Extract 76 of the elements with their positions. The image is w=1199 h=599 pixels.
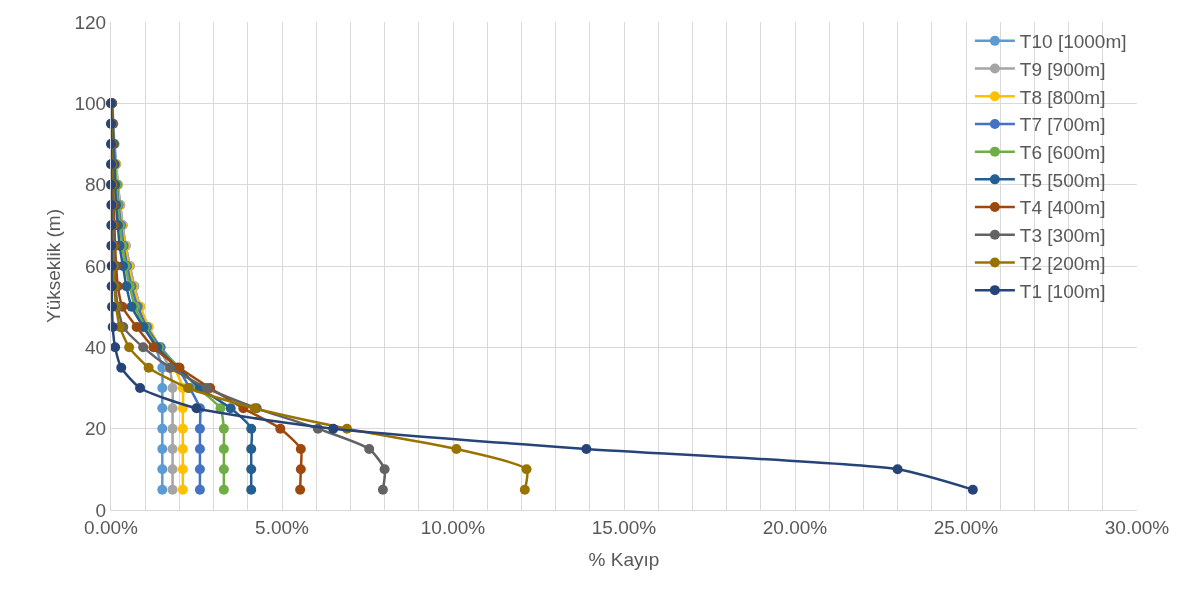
point (379, 464, 390, 475)
x-tick-label: 15.00% (591, 516, 657, 538)
point (246, 464, 257, 475)
point (519, 484, 530, 495)
point (116, 362, 127, 373)
point (364, 444, 375, 454)
point (167, 423, 178, 434)
y-tick-label: 80 (85, 174, 107, 196)
point (167, 484, 178, 495)
legend-label: T5 [500m] (1019, 169, 1106, 191)
point (194, 423, 205, 434)
point (218, 464, 229, 475)
point (177, 484, 188, 495)
y-axis-title: Yükseklik (m) (43, 208, 65, 324)
legend-label: T1 [100m] (1019, 280, 1106, 302)
point (177, 423, 188, 434)
point (295, 464, 306, 475)
point (124, 342, 135, 353)
point (194, 464, 205, 475)
point (295, 484, 306, 495)
point (135, 383, 146, 393)
x-tick-label: 30.00% (1104, 516, 1170, 538)
point (218, 444, 229, 454)
point (157, 403, 168, 414)
point (143, 362, 154, 373)
point (157, 484, 168, 495)
point (892, 464, 903, 475)
point (218, 423, 229, 434)
point (201, 383, 212, 393)
y-tick-label: 100 (74, 92, 107, 114)
legend-label: T8 [800m] (1019, 86, 1106, 108)
point (131, 322, 142, 332)
point (451, 444, 462, 454)
y-tick-label: 60 (85, 255, 107, 277)
x-tick-label: 20.00% (762, 516, 828, 538)
point (177, 444, 188, 454)
point (157, 423, 168, 434)
y-tick-label: 40 (85, 336, 107, 358)
legend-label: T4 [400m] (1019, 197, 1106, 219)
y-tick-label: 120 (74, 11, 107, 33)
point (581, 444, 592, 454)
point (246, 484, 257, 495)
legend-label: T7 [700m] (1019, 114, 1106, 136)
legend-label: T10 [1000m] (1019, 31, 1127, 53)
legend-label: T9 [900m] (1019, 58, 1106, 80)
point (194, 444, 205, 454)
legend-label: T3 [300m] (1019, 225, 1106, 247)
point (167, 383, 178, 393)
point (225, 403, 236, 414)
x-tick-label: 5.00% (255, 516, 310, 538)
x-tick-label: 10.00% (420, 516, 486, 538)
point (275, 423, 286, 434)
x-tick-label: 25.00% (933, 516, 999, 538)
point (157, 444, 168, 454)
point (167, 444, 178, 454)
point (246, 444, 257, 454)
point (194, 484, 205, 495)
point (157, 464, 168, 475)
point (177, 464, 188, 475)
point (138, 342, 149, 353)
legend-label: T2 [200m] (1019, 252, 1106, 274)
point (218, 484, 229, 495)
point (157, 383, 168, 393)
point (521, 464, 532, 475)
point (167, 464, 178, 475)
point (295, 444, 306, 454)
point (167, 403, 178, 414)
point (107, 322, 118, 332)
legend-label: T6 [600m] (1019, 142, 1106, 164)
x-axis-title: % Kayıp (588, 548, 660, 570)
y-tick-label: 20 (85, 418, 107, 440)
point (377, 484, 388, 495)
point (110, 342, 121, 353)
point (967, 484, 978, 495)
point (246, 423, 257, 434)
point (328, 423, 339, 434)
